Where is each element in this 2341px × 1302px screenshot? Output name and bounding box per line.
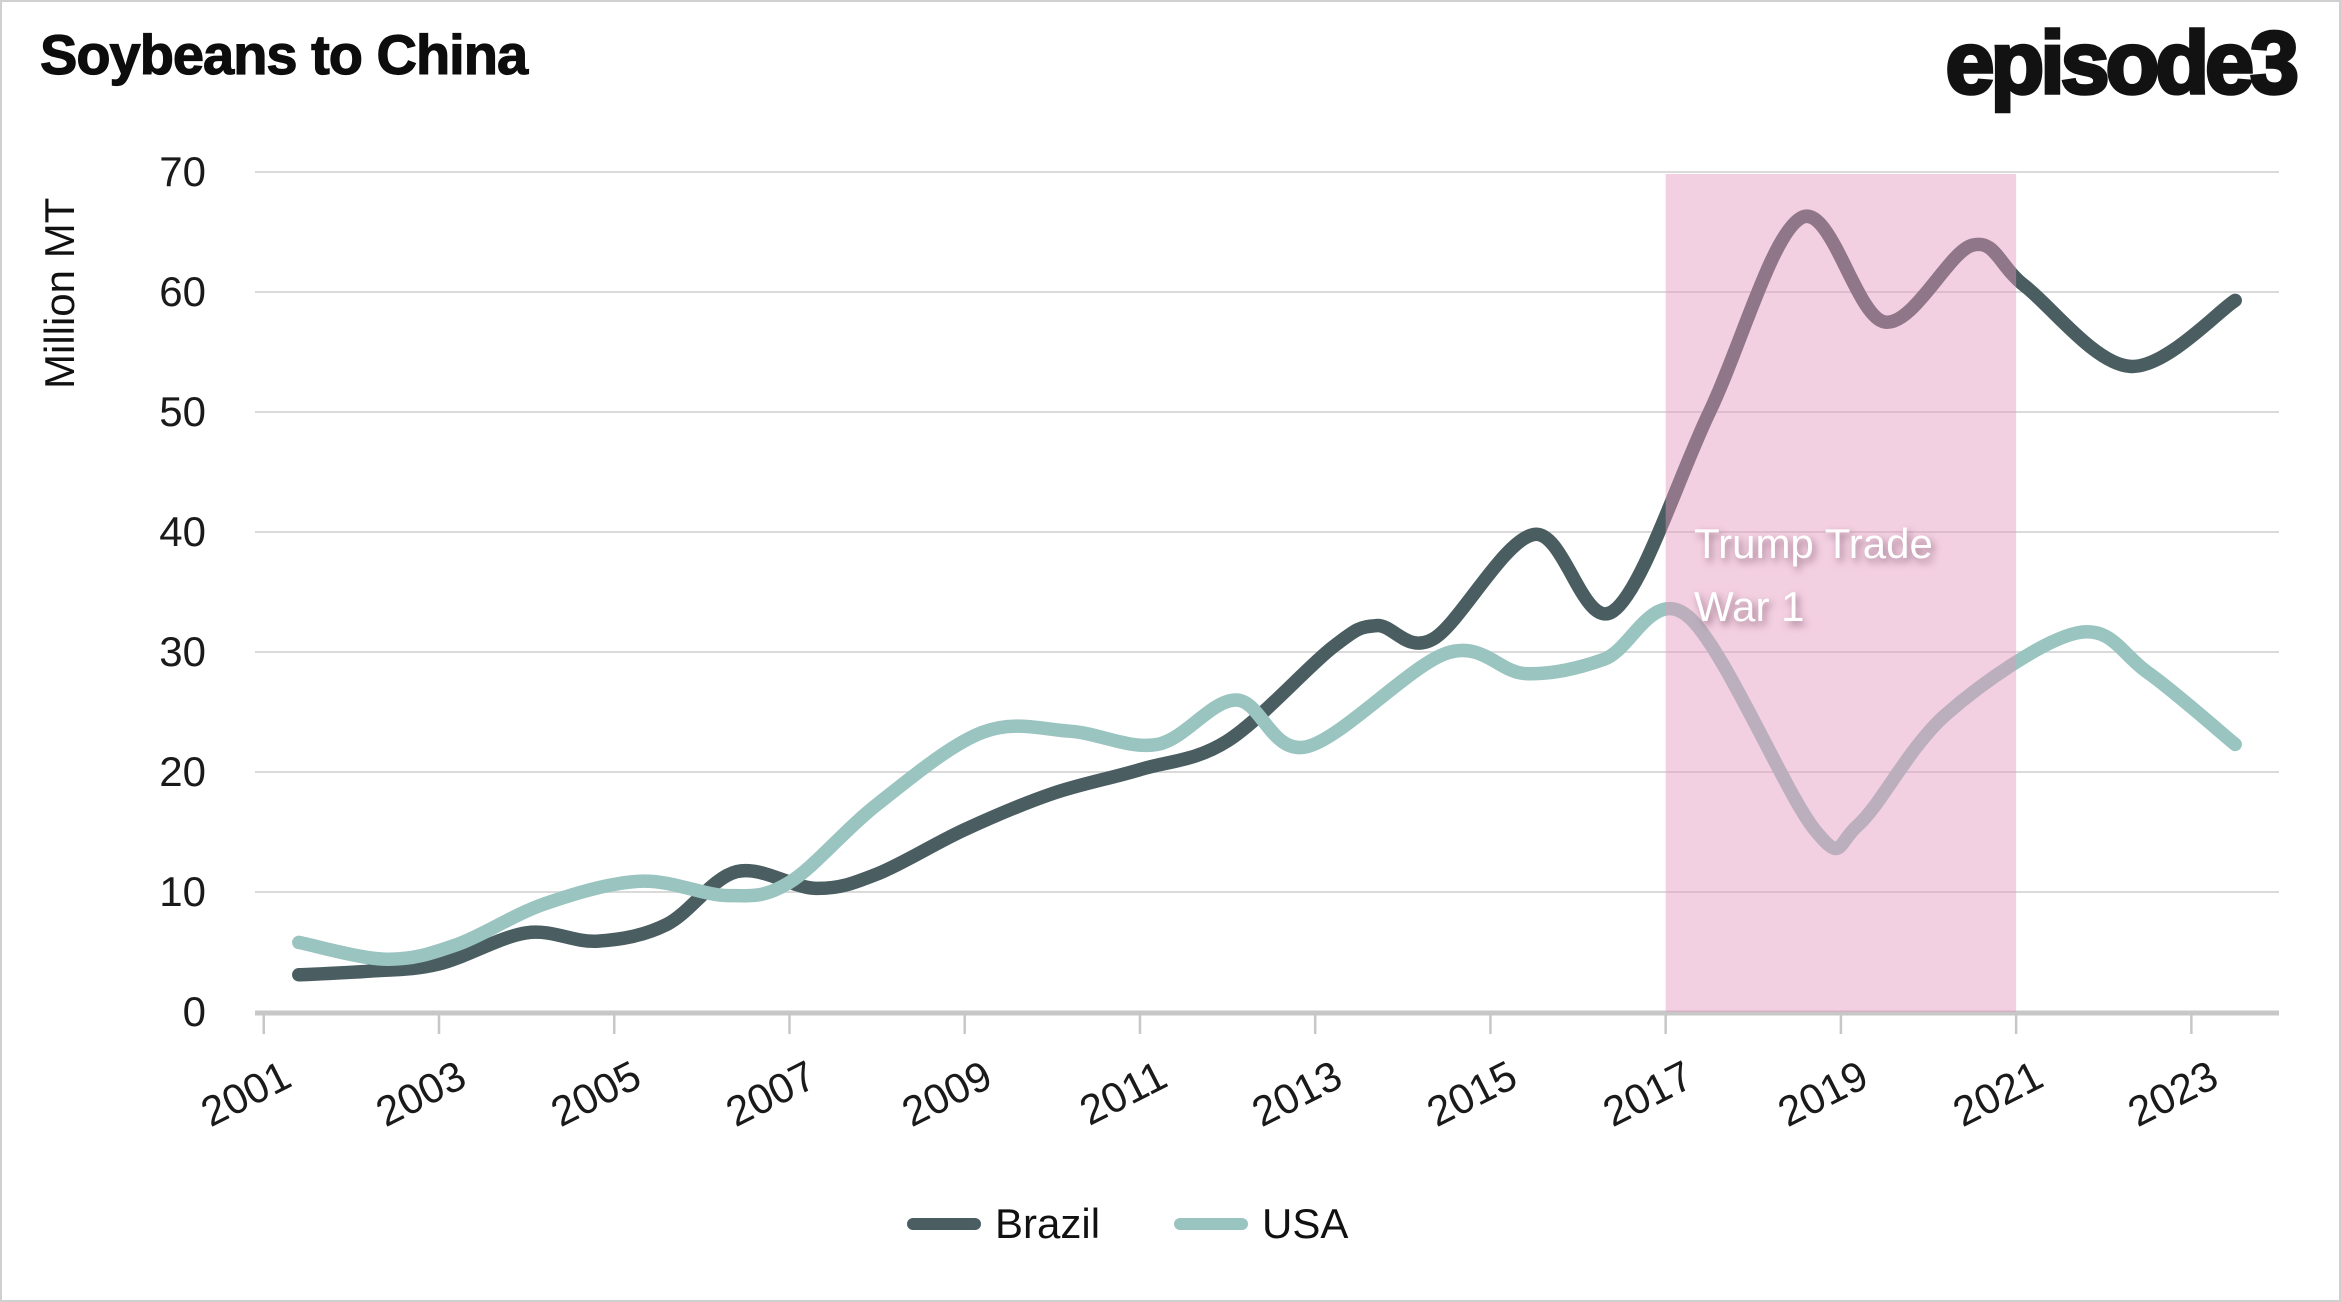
legend-swatch-brazil <box>907 1218 981 1230</box>
y-tick-label: 50 <box>159 388 206 435</box>
chart-legend: Brazil USA <box>907 1200 1348 1248</box>
y-tick-label: 70 <box>159 148 206 195</box>
y-tick-label: 10 <box>159 868 206 915</box>
episode3-logo: episode3 <box>1944 11 2301 114</box>
series-line-brazil <box>292 209 2242 982</box>
y-tick-label: 20 <box>159 748 206 795</box>
legend-label: USA <box>1262 1200 1349 1247</box>
chart-title: Soybeans to China <box>39 22 528 86</box>
legend-item-usa: USA <box>1174 1200 1348 1248</box>
y-tick-label: 40 <box>159 508 206 555</box>
y-tick-label: 30 <box>159 628 206 675</box>
legend-label: Brazil <box>995 1200 1101 1247</box>
series-line-usa <box>292 601 2242 966</box>
trade-war-band <box>1665 174 2017 1012</box>
legend-swatch-usa <box>1174 1218 1249 1230</box>
trade-war-annotation: Trump Trade War 1 <box>1694 520 1933 630</box>
legend-item-brazil: Brazil <box>907 1200 1100 1248</box>
y-tick-label: 60 <box>159 268 206 315</box>
y-tick-label: 0 <box>182 988 206 1035</box>
